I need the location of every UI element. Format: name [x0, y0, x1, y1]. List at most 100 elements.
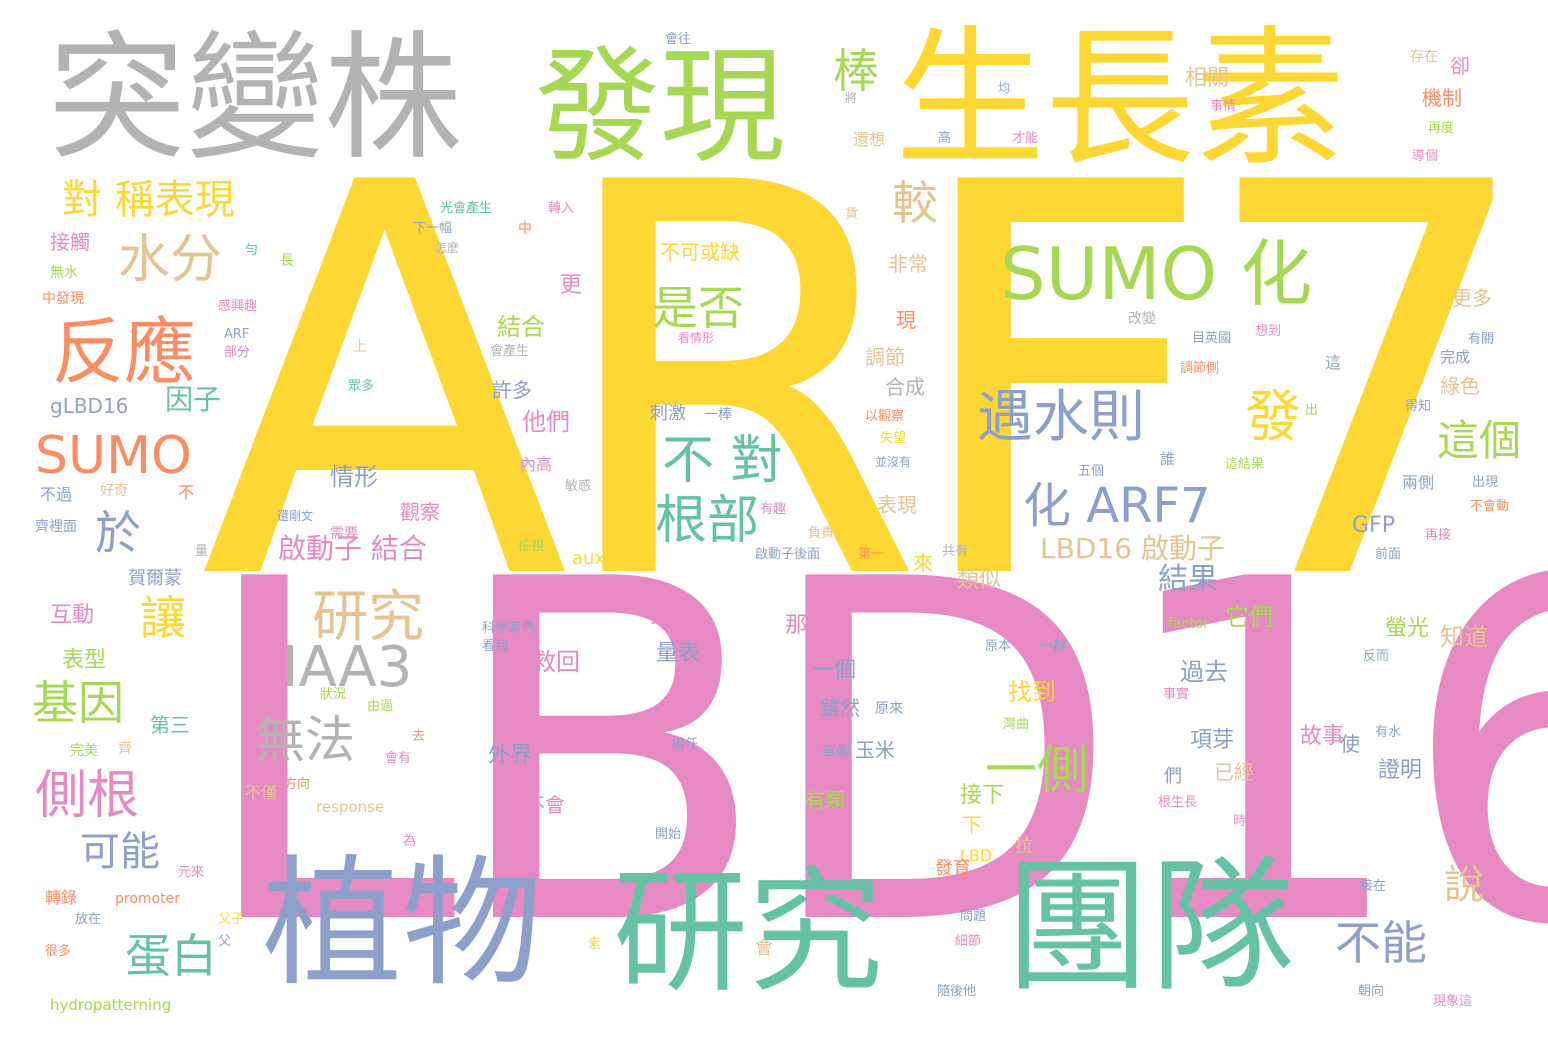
word: 量表 [656, 641, 701, 666]
word: 原來 [875, 701, 903, 717]
word: 華側 [822, 744, 850, 760]
word: 齊 [118, 741, 132, 757]
word: 更多 [1452, 286, 1492, 310]
word: 許多 [492, 378, 532, 402]
word: 啟動子後面 [755, 547, 821, 562]
word: 改變 [1128, 311, 1156, 327]
word: 現象這 [1433, 994, 1473, 1009]
word: 再接 [1425, 528, 1452, 543]
word: 不僅 [245, 783, 278, 802]
word: 想到 [1255, 324, 1282, 339]
word: 知道 [1440, 623, 1488, 651]
word: 光會產生 [440, 201, 493, 216]
word: 結果 [1158, 562, 1218, 597]
word: 怎麼 [435, 241, 460, 255]
word: 存在 [1410, 49, 1438, 65]
word: 很 [1248, 683, 1268, 707]
word: LBD16 啟動子 [1040, 532, 1225, 565]
word: 對 稱表現 [62, 177, 235, 223]
word: 一棒 [704, 407, 732, 423]
word: 細節 [955, 934, 982, 949]
word: 均 [998, 81, 1011, 95]
word: 第一 [858, 547, 885, 562]
word: 因子 [165, 383, 222, 416]
word: 無法 [255, 711, 355, 769]
word: 看到 [482, 639, 509, 654]
word: 共有 [942, 544, 969, 559]
word: 還想 [853, 130, 886, 149]
word: 發 [1245, 385, 1301, 450]
word: 完成 [1440, 348, 1471, 366]
word: 眾多 [348, 379, 375, 394]
word: 兩側 [1402, 473, 1435, 492]
word: 去 [412, 729, 426, 744]
word: 以觀察 [865, 409, 905, 424]
word: LBD [960, 846, 993, 865]
word: 遇水則 [977, 385, 1145, 450]
word: 無水 [50, 265, 78, 281]
word: 雖然 [820, 696, 860, 720]
word: 一側 [985, 741, 1090, 801]
word: 是否 [652, 281, 744, 335]
word: 量 [195, 544, 209, 559]
word: 問題 [960, 909, 987, 924]
word: 轉錄 [45, 888, 78, 907]
word: 放在 [75, 912, 102, 927]
word: ARF7 [200, 71, 1539, 699]
word: 中 [518, 221, 532, 237]
word: 不會 [525, 793, 565, 817]
word: 綠色 [1440, 374, 1480, 398]
word: auxin [572, 548, 622, 569]
word: 外界 [488, 743, 533, 768]
word: 故事 [1300, 724, 1345, 749]
word: 會 [755, 938, 773, 959]
word: ARF [224, 327, 250, 342]
word: 有類 [805, 788, 845, 812]
word: 螢光 [1385, 616, 1430, 641]
word: gLBD16 [50, 394, 129, 418]
word: 再度 [1428, 121, 1455, 136]
word: 機制 [1422, 86, 1462, 110]
word: 不能 [1335, 916, 1427, 970]
word: promoter [115, 891, 180, 907]
word: 出現 [1472, 475, 1499, 490]
word: LBD16 [195, 481, 1548, 1028]
word: 還剛文 [277, 509, 314, 523]
word: 救回 [532, 648, 580, 676]
word: 已經 [1214, 760, 1254, 784]
word: 團隊 [1005, 843, 1295, 1012]
word: 拉 [1015, 836, 1033, 857]
word: 目英國 [1192, 331, 1232, 346]
word: 很多 [45, 944, 72, 959]
word: 再屬 [962, 599, 989, 614]
word: 調節側 [1180, 361, 1220, 376]
word: 誰 [1160, 450, 1176, 468]
word: 內高 [520, 455, 553, 474]
word: 齊裡面 [35, 519, 77, 535]
word: 結合 [497, 313, 545, 341]
word: SUMO 化 [1000, 232, 1313, 316]
word: 非常 [888, 252, 928, 276]
word: 突變株 [48, 18, 463, 179]
word: 為 [403, 834, 417, 849]
word: 擔任 [672, 737, 699, 752]
word: 較 [892, 176, 938, 230]
word: 失望 [880, 431, 907, 446]
word: 事情 [1210, 99, 1237, 114]
word: 研究 [312, 585, 424, 650]
word: 表現 [877, 493, 917, 517]
word: response [316, 798, 385, 816]
word: 根生長 [1158, 795, 1198, 810]
word: 看情形 [678, 331, 715, 345]
word: 生長素 [895, 13, 1346, 187]
word: 表型 [62, 648, 107, 673]
word: IAA3 [282, 635, 413, 700]
word: 長 [280, 253, 294, 269]
word: 部分 [224, 345, 251, 360]
word: 素 [588, 937, 602, 952]
word: 根部 [655, 491, 760, 551]
word: 稱 [705, 777, 719, 792]
word: 不會動 [1470, 499, 1510, 514]
word: SUMO [35, 426, 192, 486]
word: 發育 [935, 858, 971, 879]
